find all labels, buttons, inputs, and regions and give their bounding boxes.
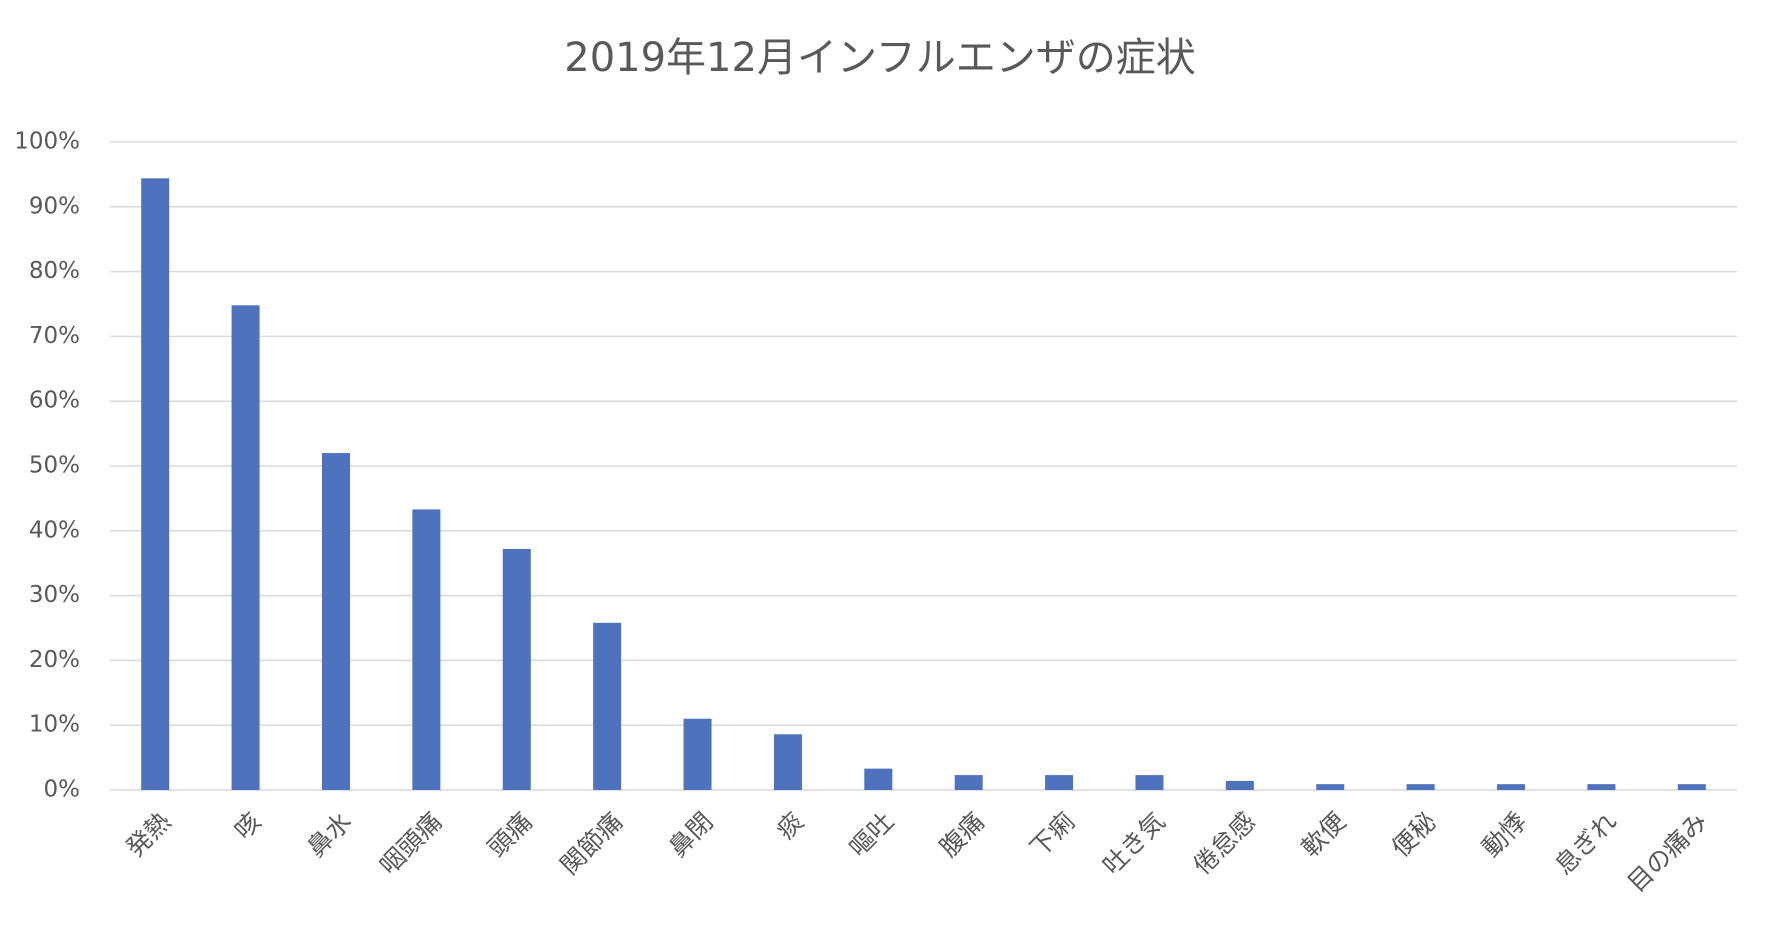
bar — [1406, 784, 1435, 790]
bar — [1225, 780, 1254, 790]
chart-title: 2019年12月インフルエンザの症状 — [564, 35, 1196, 81]
bar — [1135, 775, 1164, 790]
bar — [1497, 784, 1526, 790]
y-tick-label: 30% — [29, 582, 80, 608]
bar — [1587, 784, 1616, 790]
y-tick-label: 40% — [29, 517, 80, 543]
bar — [683, 718, 712, 790]
bar — [1677, 784, 1706, 790]
y-tick-label: 20% — [29, 647, 80, 673]
bar — [593, 622, 622, 790]
bar — [1045, 775, 1074, 790]
bar — [864, 768, 893, 790]
y-tick-label: 80% — [29, 258, 80, 284]
y-tick-label: 70% — [29, 323, 80, 349]
bar — [141, 178, 170, 791]
bar — [502, 548, 531, 790]
bar — [321, 453, 350, 790]
y-tick-label: 0% — [44, 777, 81, 803]
y-tick-label: 100% — [14, 129, 80, 155]
y-tick-label: 10% — [29, 712, 80, 738]
bar — [231, 305, 260, 790]
bar — [412, 509, 441, 790]
bar — [1316, 784, 1345, 790]
bar — [954, 775, 983, 790]
bar — [773, 734, 802, 790]
y-tick-label: 60% — [29, 388, 80, 414]
y-tick-label: 50% — [29, 453, 80, 479]
y-tick-label: 90% — [29, 193, 80, 219]
